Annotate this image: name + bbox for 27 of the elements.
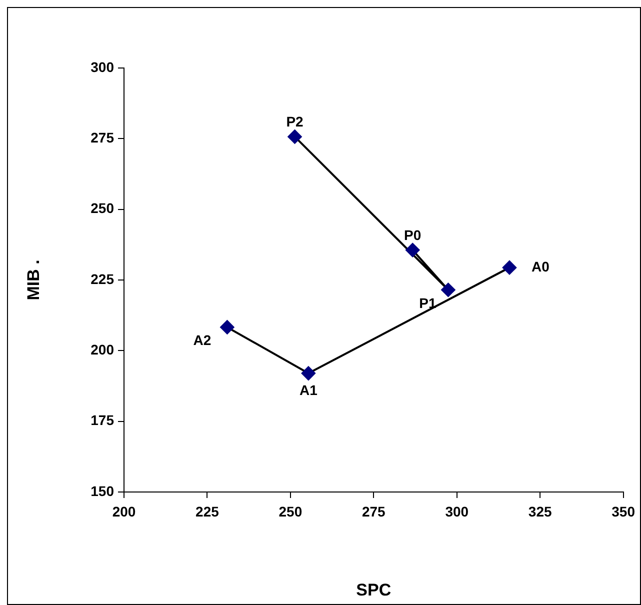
annotation: A0 xyxy=(531,258,550,274)
y-tick-label: 150 xyxy=(90,482,114,499)
point xyxy=(441,282,456,297)
point xyxy=(220,320,234,334)
annotation: A1 xyxy=(299,382,318,398)
x-axis-title: SPC xyxy=(356,580,392,600)
x-tick-label: 275 xyxy=(362,503,386,520)
point xyxy=(301,366,316,380)
x-tick-label: 325 xyxy=(528,503,552,520)
annotation: P2 xyxy=(286,114,304,130)
x-tick-label: 225 xyxy=(196,503,220,520)
y-tick-label: 175 xyxy=(90,412,114,428)
y-tick-label: 300 xyxy=(90,58,114,75)
point xyxy=(502,260,516,275)
annotation: A2 xyxy=(193,332,212,348)
y-tick-label: 225 xyxy=(90,270,114,287)
y-axis-title: MIB . xyxy=(24,260,43,300)
y-tick-label: 200 xyxy=(90,342,114,358)
point xyxy=(406,243,420,258)
y-tick-label: 250 xyxy=(90,200,114,216)
annotation: P0 xyxy=(404,226,422,243)
x-tick-label: 250 xyxy=(278,503,302,520)
point xyxy=(288,130,302,144)
x-tick-label: 200 xyxy=(112,503,136,520)
x-tick-label: 300 xyxy=(445,503,469,520)
y-tick-label: 275 xyxy=(90,130,114,146)
x-tick-label: 350 xyxy=(612,503,636,520)
